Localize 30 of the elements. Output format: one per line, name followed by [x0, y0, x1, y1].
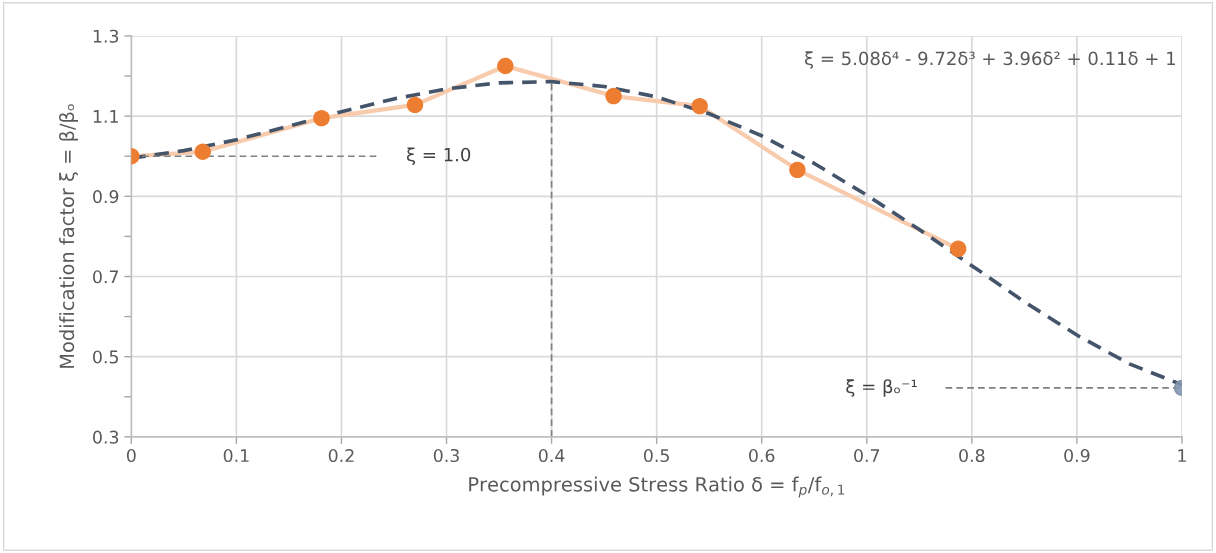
y-tick-label: 1.3	[93, 29, 119, 43]
x-tick-label: 0.5	[643, 448, 669, 463]
x-tick-label: 0.8	[959, 448, 985, 463]
y-axis-title: Modification factor ξ = β/βₒ	[59, 104, 79, 368]
x-tick-label: 0.4	[538, 448, 565, 463]
x-tick-label: 0.2	[328, 448, 354, 463]
annotation: ξ = 5.08δ⁴ - 9.72δ³ + 3.96δ² + 0.11δ + 1	[804, 51, 1176, 69]
point	[789, 161, 806, 179]
point	[194, 143, 211, 161]
point	[497, 57, 514, 75]
y-tick-label: 0.5	[93, 350, 119, 364]
point	[313, 109, 330, 127]
point	[605, 87, 622, 105]
x-axis-title: Precompressive Stress Ratio δ = f$_{p}$/f$_{o,1}$	[469, 476, 845, 498]
x-tick-label: 0.7	[854, 448, 880, 463]
x-tick-label: 0.3	[433, 448, 459, 463]
point	[691, 97, 708, 115]
x-tick-label: 0.6	[749, 448, 775, 463]
y-tick-label: 0.9	[93, 190, 119, 204]
point	[949, 240, 967, 258]
y-tick-label: 1.1	[93, 110, 118, 123]
x-tick-label: 0.9	[1064, 448, 1090, 463]
x-tick-label: 0.1	[223, 448, 249, 463]
x-tick-label: 1	[1178, 449, 1186, 462]
y-tick-label: 0.3	[93, 430, 119, 444]
y-tick-label: 0.7	[93, 270, 119, 284]
annotation: ξ = βₒ⁻¹	[846, 379, 917, 397]
x-tick-label: 0	[126, 448, 136, 463]
point	[406, 96, 424, 114]
annotation: ξ = 1.0	[406, 147, 471, 165]
